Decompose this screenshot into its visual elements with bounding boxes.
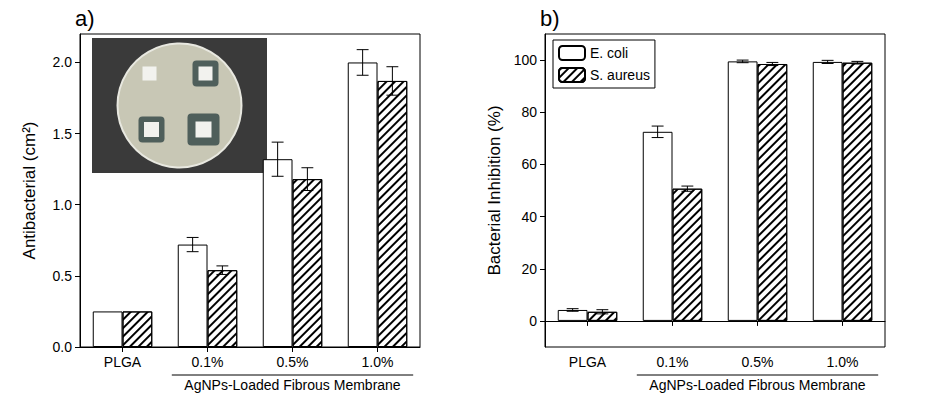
svg-text:PLGA: PLGA (104, 354, 142, 370)
svg-text:E. coli: E. coli (590, 45, 628, 61)
svg-text:a): a) (75, 6, 95, 31)
svg-text:1.0%: 1.0% (827, 354, 859, 370)
svg-text:0.5%: 0.5% (742, 354, 774, 370)
svg-text:0: 0 (529, 313, 537, 329)
svg-text:0.1%: 0.1% (192, 354, 224, 370)
svg-text:b): b) (540, 6, 560, 31)
svg-text:80: 80 (521, 104, 537, 120)
svg-text:0.1%: 0.1% (657, 354, 689, 370)
svg-text:2.0: 2.0 (53, 54, 73, 70)
svg-text:1.5: 1.5 (53, 126, 73, 142)
svg-text:PLGA: PLGA (569, 354, 607, 370)
svg-text:0.0: 0.0 (53, 339, 73, 355)
svg-text:40: 40 (521, 209, 537, 225)
svg-text:1.0%: 1.0% (362, 354, 394, 370)
svg-text:AgNPs-Loaded Fibrous Membrane: AgNPs-Loaded Fibrous Membrane (649, 377, 866, 393)
svg-text:AgNPs-Loaded Fibrous Membrane: AgNPs-Loaded Fibrous Membrane (184, 377, 401, 393)
svg-text:100: 100 (514, 52, 538, 68)
svg-text:S. aureus: S. aureus (590, 67, 650, 83)
svg-text:60: 60 (521, 156, 537, 172)
svg-text:Antibacterial (cm²): Antibacterial (cm²) (20, 122, 39, 260)
svg-text:Bacterial Inhibition (%): Bacterial Inhibition (%) (485, 105, 504, 275)
svg-text:0.5%: 0.5% (277, 354, 309, 370)
svg-text:1.0: 1.0 (53, 197, 73, 213)
svg-text:20: 20 (521, 261, 537, 277)
svg-text:0.5: 0.5 (53, 268, 73, 284)
